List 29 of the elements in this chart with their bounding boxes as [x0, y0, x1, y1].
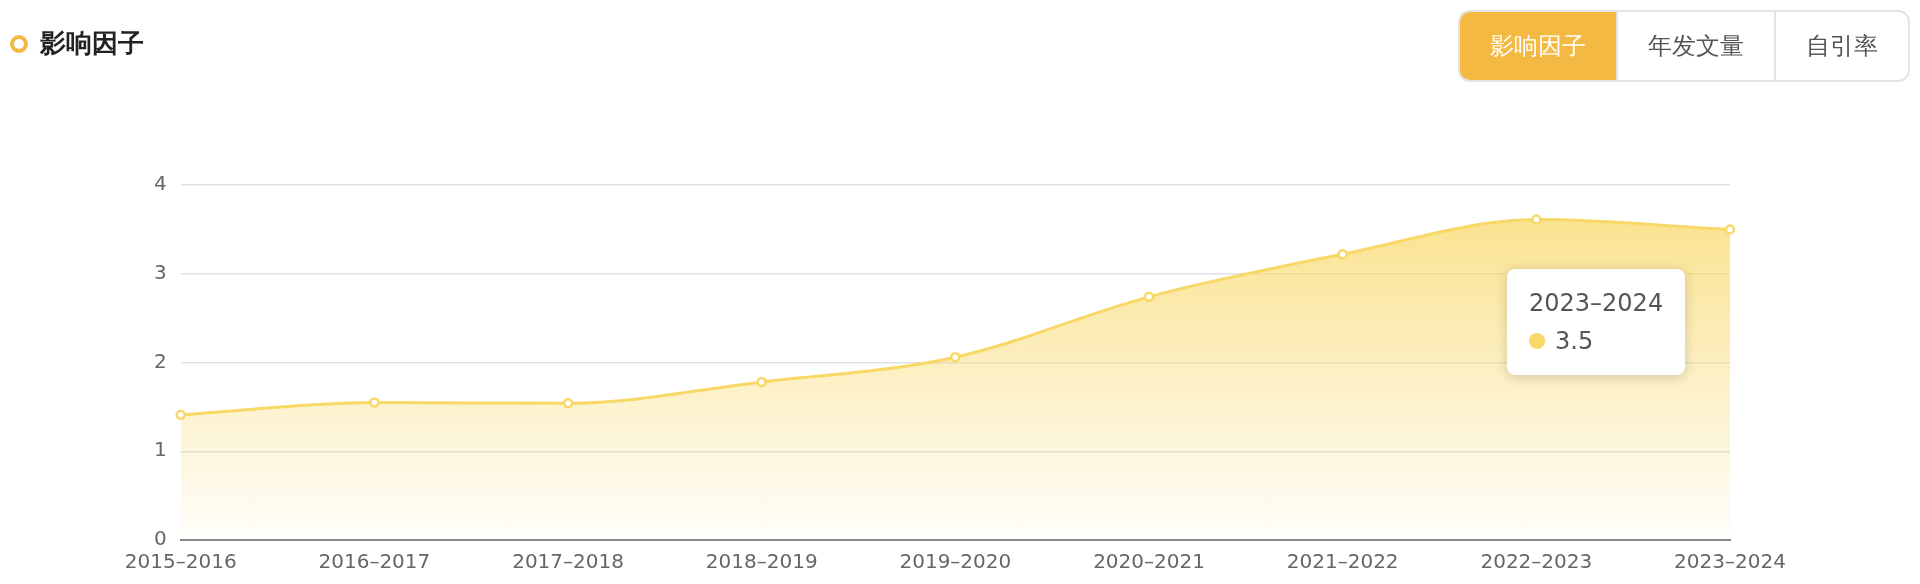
x-tick-label: 2022–2023	[1480, 549, 1593, 574]
chart-title: 影响因子	[40, 27, 144, 60]
y-tick-label: 0	[153, 526, 167, 551]
point	[950, 351, 961, 363]
point	[175, 409, 186, 421]
x-tick-label: 2017–2018	[512, 549, 624, 574]
point	[1143, 291, 1155, 303]
point	[1337, 248, 1348, 260]
y-tick-label: 2	[153, 348, 167, 373]
x-tick-label: 2021–2022	[1286, 549, 1399, 574]
x-tick-label: 2015–2016	[124, 549, 237, 574]
point	[756, 376, 767, 388]
point	[1724, 224, 1736, 235]
x-tick-label: 2016–2017	[318, 549, 431, 574]
y-tick-label: 4	[153, 171, 167, 196]
point	[1531, 214, 1542, 225]
y-tick-label: 3	[153, 259, 167, 284]
annotation: 2023–2024	[1529, 289, 1664, 318]
x-tick-label: 2020–2021	[1093, 549, 1205, 574]
text: 年发文量	[1616, 12, 1774, 80]
annotation: 3.5	[1555, 327, 1594, 356]
x-tick-label: 2019–2020	[899, 549, 1012, 574]
point	[369, 397, 380, 408]
text: 自引率	[1774, 12, 1908, 80]
x-tick-label: 2018–2019	[705, 549, 818, 574]
y-tick-label: 1	[153, 437, 167, 462]
text: 影响因子	[1460, 12, 1616, 80]
point	[562, 398, 574, 409]
x-tick-label: 2023–2024	[1674, 549, 1786, 574]
